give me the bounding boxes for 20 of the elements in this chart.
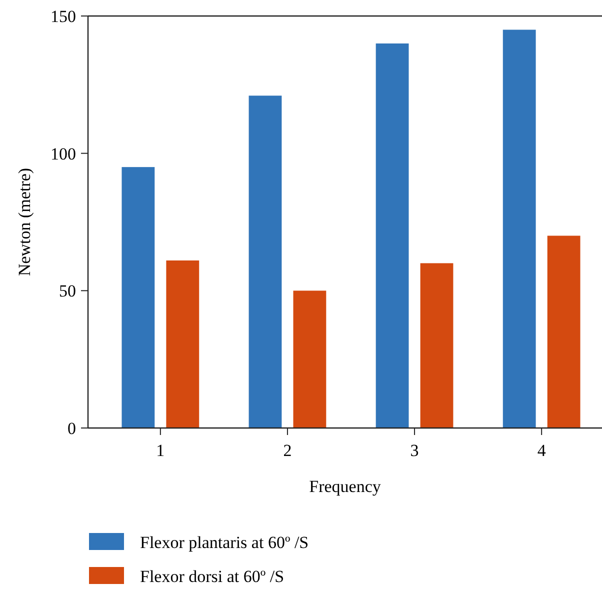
bar: [122, 167, 155, 428]
y-axis-title: Newton (metre): [15, 168, 34, 276]
x-tick-label: 3: [410, 441, 419, 460]
bar: [166, 260, 200, 428]
x-tick-label: 1: [156, 441, 165, 460]
bar: [376, 43, 409, 428]
bar: [547, 236, 580, 428]
x-tick-label: 4: [537, 441, 546, 460]
y-tick-label: 100: [50, 144, 76, 164]
y-tick-label: 0: [68, 418, 76, 438]
y-tick-label: 150: [50, 6, 76, 26]
legend-label: Flexor dorsi at 60º /S: [140, 566, 284, 586]
bar: [293, 290, 326, 428]
bar: [420, 263, 454, 428]
bar: [248, 96, 282, 428]
bar: [502, 30, 536, 428]
legend-label: Flexor plantaris at 60º /S: [140, 532, 309, 552]
x-axis-title: Frequency: [309, 477, 382, 496]
x-tick-label: 2: [283, 441, 292, 460]
y-tick-label: 50: [59, 282, 76, 301]
